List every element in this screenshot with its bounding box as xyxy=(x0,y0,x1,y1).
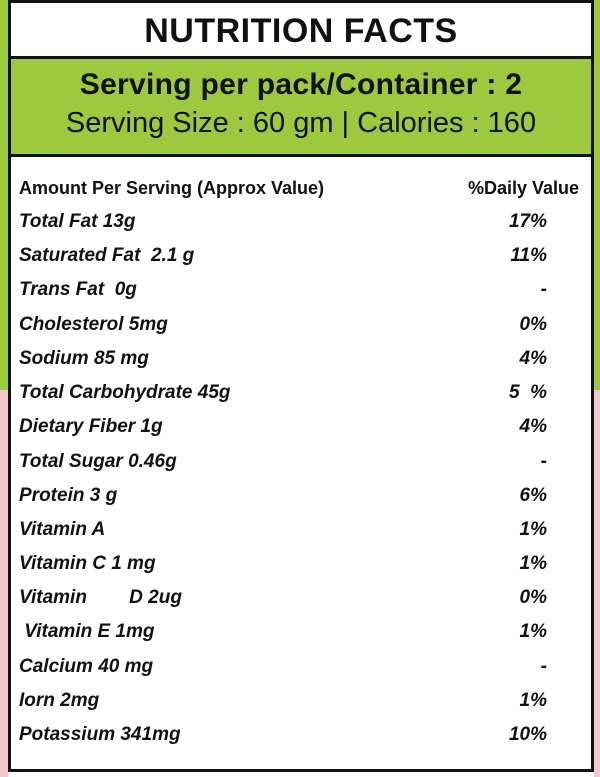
amount-per-serving-header: Amount Per Serving (Approx Value) xyxy=(19,178,325,198)
nutrient-name: Total Carbohydrate 45g xyxy=(19,382,231,403)
nutrient-daily-value: 4% xyxy=(519,416,547,437)
nutrient-name: Potassium 341mg xyxy=(19,724,181,745)
nutrient-daily-value: - xyxy=(540,279,547,300)
table-row: Vitamin A 1% xyxy=(11,513,591,547)
nutrition-label: NUTRITION FACTS Serving per pack/Contain… xyxy=(8,0,594,772)
label-title: NUTRITION FACTS xyxy=(11,3,591,59)
table-row: Total Fat 13g 17% xyxy=(11,205,591,239)
right-color-band xyxy=(594,0,600,777)
table-row: Total Sugar 0.46g - xyxy=(11,445,591,479)
servings-per-container: Serving per pack/Container : 2 xyxy=(79,68,523,101)
nutrient-name: Vitamin E 1mg xyxy=(19,621,155,642)
nutrient-daily-value: 4% xyxy=(519,348,547,369)
nutrient-name: Iorn 2mg xyxy=(19,690,100,711)
table-row: Trans Fat 0g - xyxy=(11,273,591,307)
nutrient-name: Vitamin A xyxy=(19,519,106,540)
nutrient-name: Saturated Fat 2.1 g xyxy=(19,245,195,266)
nutrient-name: Vitamin C 1 mg xyxy=(19,553,156,574)
nutrient-daily-value: 10% xyxy=(508,724,547,745)
nutrient-name: Cholesterol 5mg xyxy=(19,314,168,335)
table-row: Potassium 341mg 10% xyxy=(11,718,591,752)
nutrient-daily-value: - xyxy=(540,656,547,677)
nutrient-daily-value: 5 % xyxy=(508,382,547,403)
nutrient-name: Dietary Fiber 1g xyxy=(19,416,163,437)
daily-value-header: %Daily Value xyxy=(467,178,579,198)
table-header-row: Amount Per Serving (Approx Value) %Daily… xyxy=(11,171,591,205)
table-row: Vitamin E 1mg 1% xyxy=(11,615,591,649)
nutrient-daily-value: 1% xyxy=(519,553,547,574)
table-row: Protein 3 g 6% xyxy=(11,479,591,513)
nutrient-daily-value: 17% xyxy=(508,211,547,232)
table-row: Sodium 85 mg 4% xyxy=(11,342,591,376)
table-row: Saturated Fat 2.1 g 11% xyxy=(11,239,591,273)
nutrient-daily-value: 1% xyxy=(519,690,547,711)
serving-info-panel: Serving per pack/Container : 2 Serving S… xyxy=(11,59,591,157)
serving-size-calories: Serving Size : 60 gm | Calories : 160 xyxy=(65,107,537,139)
table-row: Vitamin D 2ug 0% xyxy=(11,581,591,615)
table-row: Cholesterol 5mg 0% xyxy=(11,308,591,342)
table-row: Iorn 2mg 1% xyxy=(11,684,591,718)
nutrient-daily-value: - xyxy=(540,451,547,472)
nutrient-daily-value: 6% xyxy=(519,485,547,506)
table-row: Vitamin C 1 mg 1% xyxy=(11,547,591,581)
nutrient-daily-value: 0% xyxy=(519,587,547,608)
nutrient-daily-value: 1% xyxy=(519,519,547,540)
left-color-band xyxy=(0,0,8,777)
table-row: Calcium 40 mg - xyxy=(11,650,591,684)
nutrient-name: Trans Fat 0g xyxy=(19,279,137,300)
nutrient-name: Calcium 40 mg xyxy=(19,656,154,677)
nutrient-daily-value: 1% xyxy=(519,621,547,642)
nutrient-daily-value: 11% xyxy=(510,245,547,266)
nutrient-name: Sodium 85 mg xyxy=(19,348,149,369)
nutrient-name: Total Fat 13g xyxy=(19,211,136,232)
nutrient-name: Vitamin D 2ug xyxy=(19,587,182,608)
table-row: Dietary Fiber 1g 4% xyxy=(11,410,591,444)
nutrient-daily-value: 0% xyxy=(519,314,547,335)
table-row: Total Carbohydrate 45g 5 % xyxy=(11,376,591,410)
nutrient-name: Total Sugar 0.46g xyxy=(19,451,177,472)
nutrient-name: Protein 3 g xyxy=(19,485,118,506)
